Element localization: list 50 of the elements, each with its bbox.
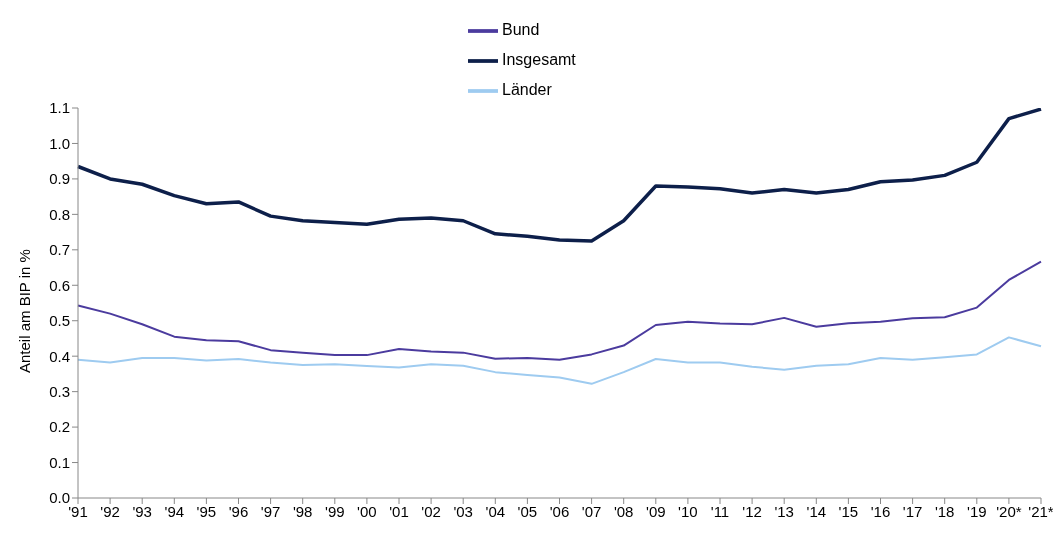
x-tick-label: '07 [581, 502, 602, 520]
x-tick-label: '08 [613, 502, 634, 520]
x-tick-label: '91 [68, 502, 88, 520]
x-tick-label: '96 [228, 502, 249, 520]
x-tick-label: '12 [742, 502, 762, 520]
x-tick-label: '18 [934, 502, 955, 520]
legend-label: Insgesamt [502, 51, 576, 69]
x-tick-label: '17 [902, 502, 923, 520]
x-tick-label: '04 [485, 502, 506, 520]
x-tick-label: '05 [517, 502, 538, 520]
x-tick-label: '20* [996, 502, 1022, 520]
y-tick-label: 1.0 [49, 134, 70, 152]
y-axis-title: Anteil am BIP in % [16, 249, 34, 373]
line-series [77, 260, 1042, 361]
x-tick-label: '09 [646, 502, 666, 520]
y-tick-label: 0.1 [49, 453, 70, 471]
x-tick-label: '98 [292, 502, 313, 520]
legend-label: Länder [502, 81, 552, 99]
x-tick-label: '15 [838, 502, 859, 520]
x-tick-label: '02 [421, 502, 441, 520]
x-tick-label: '00 [357, 502, 377, 520]
y-tick-label: 0.8 [49, 205, 70, 223]
x-tick-label: '21* [1028, 502, 1054, 520]
x-tick-label: '10 [678, 502, 698, 520]
y-tick-label: 1.1 [49, 99, 70, 117]
x-tick-label: '13 [774, 502, 794, 520]
y-tick-label: 0.2 [49, 418, 70, 436]
y-tick-label: 0.6 [49, 276, 70, 294]
x-tick-label: '99 [325, 502, 345, 520]
x-tick-label: '06 [549, 502, 570, 520]
x-tick-label: '93 [132, 502, 152, 520]
x-tick-label: '97 [260, 502, 281, 520]
x-tick-label: '16 [870, 502, 891, 520]
x-tick-label: '14 [806, 502, 827, 520]
line-series [77, 336, 1042, 385]
x-tick-label: '11 [710, 502, 730, 520]
y-tick-label: 0.4 [49, 347, 70, 365]
x-tick-label: '19 [967, 502, 987, 520]
legend-label: Bund [502, 21, 540, 39]
x-tick-label: '03 [453, 502, 473, 520]
line-series [76, 108, 1043, 243]
y-tick-label: 0.7 [49, 241, 70, 259]
x-tick-label: '01 [389, 502, 409, 520]
x-tick-label: '92 [100, 502, 120, 520]
y-tick-label: 0.3 [49, 382, 70, 400]
x-tick-label: '95 [196, 502, 217, 520]
y-tick-label: 0.0 [49, 489, 70, 507]
x-tick-label: '94 [164, 502, 185, 520]
y-tick-label: 0.5 [49, 312, 70, 330]
y-tick-label: 0.9 [49, 170, 70, 188]
